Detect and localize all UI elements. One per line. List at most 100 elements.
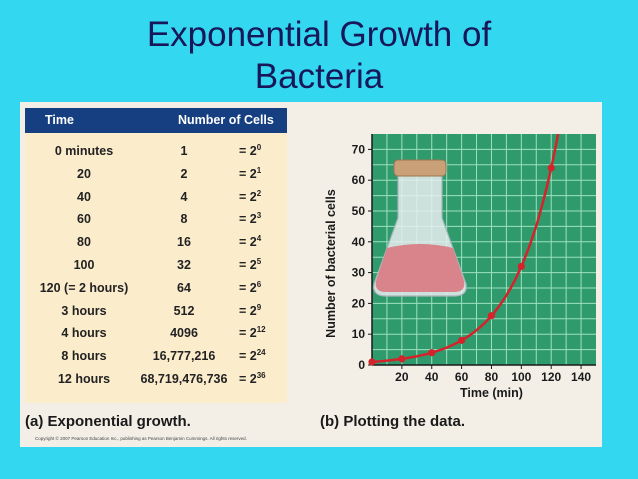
- table-row: 4 hours 4096 = 212: [25, 322, 287, 344]
- caption-b: (b) Plotting the data.: [320, 413, 465, 430]
- power-exponent: 24: [256, 348, 266, 358]
- power-exponent: 6: [256, 279, 262, 289]
- caption-a: (a) Exponential growth.: [25, 413, 191, 430]
- table-row: 20 2 = 21: [25, 163, 287, 185]
- cell-time: 40: [77, 189, 91, 204]
- table-row: 8 hours 16,777,216 = 224: [25, 345, 287, 367]
- power-base: = 2: [239, 372, 257, 386]
- cell-time: 100: [73, 258, 95, 272]
- power-exponent: 4: [256, 234, 262, 244]
- power-exponent: 1: [256, 165, 262, 175]
- x-tick-label: 20: [395, 370, 409, 384]
- figure-panel: Time Number of Cells 0 minutes 1 = 20 20 2 = …: [20, 102, 602, 447]
- header-time: Time: [45, 113, 74, 127]
- power-exponent: 0: [256, 143, 262, 152]
- table-row: 40 4 = 22: [25, 186, 287, 208]
- cell-power-of-two: = 26: [239, 277, 261, 299]
- power-exponent: 9: [256, 302, 262, 312]
- cell-time: 120 (= 2 hours): [39, 280, 129, 295]
- cell-number-of-cells: 4096: [170, 326, 198, 341]
- data-point: [398, 355, 406, 363]
- growth-table: Time Number of Cells 0 minutes 1 = 20 20 2 = …: [25, 108, 287, 403]
- flask-stopper: [393, 159, 447, 177]
- cell-time: 60: [77, 212, 91, 227]
- power-base: = 2: [239, 349, 257, 364]
- cell-time: 12 hours: [57, 372, 111, 386]
- table-row: 120 (= 2 hours) 64 = 26: [25, 277, 287, 299]
- slide-title-line-1: Exponential Growth of: [146, 15, 492, 54]
- cell-number-of-cells: 8: [180, 212, 188, 227]
- cell-power-of-two: = 23: [239, 208, 261, 230]
- x-tick-label: 100: [511, 370, 531, 384]
- cell-number-of-cells: 16,777,216: [152, 349, 216, 364]
- cell-number-of-cells: 68,719,476,736: [140, 372, 228, 386]
- table-header: Time Number of Cells: [25, 108, 287, 133]
- cell-time: 8 hours: [61, 349, 107, 364]
- cell-power-of-two: = 22: [239, 186, 261, 208]
- x-tick-label: 140: [571, 370, 591, 384]
- table-row: 12 hours 68,719,476,736 = 236: [25, 368, 287, 390]
- power-base: = 2: [239, 144, 257, 158]
- cell-number-of-cells: 512: [173, 303, 195, 318]
- copyright-notice: Copyright © 2007 Pearson Education Inc.,…: [35, 436, 247, 441]
- cell-time: 3 hours: [61, 303, 107, 318]
- table-row: 0 minutes 1 = 20: [25, 140, 287, 162]
- cell-time: 80: [77, 235, 91, 250]
- power-exponent: 5: [256, 257, 262, 266]
- table-row: 60 8 = 23: [25, 208, 287, 230]
- cell-number-of-cells: 2: [180, 166, 188, 181]
- power-exponent: 2: [256, 188, 262, 198]
- y-tick-label: 50: [352, 204, 366, 218]
- power-exponent: 36: [256, 371, 266, 380]
- power-base: = 2: [239, 326, 257, 341]
- table-row: 80 16 = 24: [25, 231, 287, 253]
- power-base: = 2: [239, 189, 257, 204]
- x-tick-label: 80: [485, 370, 499, 384]
- data-point: [547, 164, 555, 172]
- y-tick-label: 30: [352, 266, 366, 280]
- cell-time: 0 minutes: [54, 144, 114, 158]
- cell-power-of-two: = 21: [239, 163, 261, 185]
- x-tick-label: 120: [541, 370, 561, 384]
- power-base: = 2: [239, 212, 257, 227]
- flask-liquid: [375, 244, 465, 292]
- power-base: = 2: [239, 258, 257, 272]
- y-axis-label: Number of bacterial cells: [324, 189, 338, 338]
- cell-power-of-two: = 29: [239, 300, 261, 322]
- x-tick-label: 40: [425, 370, 439, 384]
- cell-power-of-two: = 25: [239, 254, 261, 276]
- header-number-of-cells: Number of Cells: [178, 113, 274, 127]
- data-point: [517, 262, 525, 271]
- cell-power-of-two: = 20: [239, 140, 261, 162]
- power-base: = 2: [239, 166, 257, 181]
- cell-time: 4 hours: [61, 326, 107, 341]
- data-point: [428, 349, 436, 357]
- cell-time: 20: [77, 166, 91, 181]
- x-axis-label: Time (min): [460, 386, 523, 400]
- cell-number-of-cells: 4: [180, 189, 188, 204]
- data-point: [487, 312, 496, 320]
- data-point: [458, 336, 466, 344]
- y-tick-label: 20: [352, 296, 366, 310]
- growth-chart: 0 10 20 30 40 50 60 70 20 40 60 80 100 120 140 Time (mi…: [324, 134, 596, 400]
- y-tick-label: 0: [358, 358, 365, 372]
- slide-title-line-2: Bacteria: [254, 57, 384, 96]
- power-exponent: 3: [256, 211, 262, 221]
- cell-number-of-cells: 64: [177, 280, 191, 295]
- cell-number-of-cells: 16: [177, 235, 191, 250]
- y-tick-label: 40: [352, 235, 366, 249]
- power-base: = 2: [239, 303, 257, 318]
- cell-number-of-cells: 1: [180, 144, 188, 158]
- x-tick-label: 60: [455, 370, 469, 384]
- table-row: 100 32 = 25: [25, 254, 287, 276]
- cell-number-of-cells: 32: [177, 258, 191, 272]
- data-point: [368, 358, 376, 366]
- table-row: 3 hours 512 = 29: [25, 300, 287, 322]
- y-tick-label: 70: [352, 142, 366, 156]
- cell-power-of-two: = 236: [239, 368, 266, 390]
- power-base: = 2: [239, 280, 257, 295]
- slide-title: Exponential Growth of Bacteria: [0, 14, 638, 98]
- cell-power-of-two: = 212: [239, 322, 266, 344]
- y-tick-label: 10: [352, 327, 366, 341]
- power-exponent: 12: [256, 325, 266, 335]
